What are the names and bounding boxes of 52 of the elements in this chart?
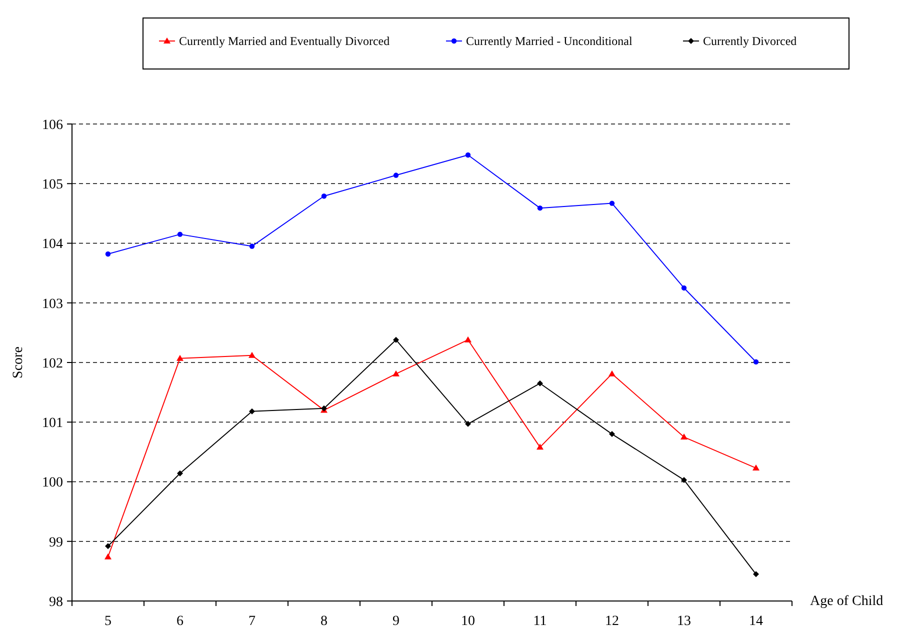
point <box>681 285 687 291</box>
point <box>536 444 544 450</box>
x-tick-label: 11 <box>533 614 547 629</box>
point <box>752 464 760 471</box>
point <box>104 553 112 560</box>
legend-label: Currently Divorced <box>703 34 797 48</box>
y-tick-label: 106 <box>42 118 63 133</box>
y-tick-label: 99 <box>49 535 63 550</box>
legend-label: Currently Married and Eventually Divorced <box>179 34 390 48</box>
x-tick-label: 5 <box>104 614 112 629</box>
legend-label: Currently Married - Unconditional <box>466 34 633 48</box>
x-tick-label: 13 <box>677 614 691 629</box>
y-tick-label: 101 <box>42 416 63 432</box>
x-tick-label: 14 <box>749 614 763 629</box>
point <box>680 434 688 440</box>
point <box>392 370 400 376</box>
point <box>177 232 183 237</box>
point <box>537 205 543 211</box>
x-tick-label: 9 <box>392 614 400 629</box>
y-tick-label: 98 <box>49 594 63 610</box>
point <box>249 408 255 414</box>
point <box>393 336 399 343</box>
x-tick-label: 8 <box>320 614 328 629</box>
x-tick-label: 6 <box>176 614 184 629</box>
point <box>105 543 111 550</box>
y-tick-label: 104 <box>42 237 63 252</box>
point <box>105 251 111 257</box>
point <box>609 200 615 206</box>
y-tick-label: 103 <box>42 296 63 312</box>
x-tick-label: 12 <box>605 614 619 629</box>
point <box>465 152 471 158</box>
y-axis-title: Score <box>11 346 26 378</box>
x-axis-title: Age of Child <box>810 594 884 609</box>
point <box>249 244 255 249</box>
point <box>537 380 543 386</box>
point <box>464 336 472 342</box>
point <box>248 352 256 358</box>
point <box>608 370 616 376</box>
point <box>176 354 184 361</box>
y-tick-label: 105 <box>42 178 63 193</box>
point <box>177 470 183 476</box>
point <box>753 571 759 578</box>
point <box>321 194 327 199</box>
x-tick-label: 10 <box>461 614 475 629</box>
point <box>465 420 471 427</box>
point <box>393 172 399 178</box>
point <box>753 359 759 365</box>
x-tick-label: 7 <box>248 614 256 629</box>
y-tick-label: 100 <box>42 476 63 491</box>
y-tick-label: 102 <box>42 356 63 372</box>
point <box>609 431 615 438</box>
point <box>681 476 687 483</box>
